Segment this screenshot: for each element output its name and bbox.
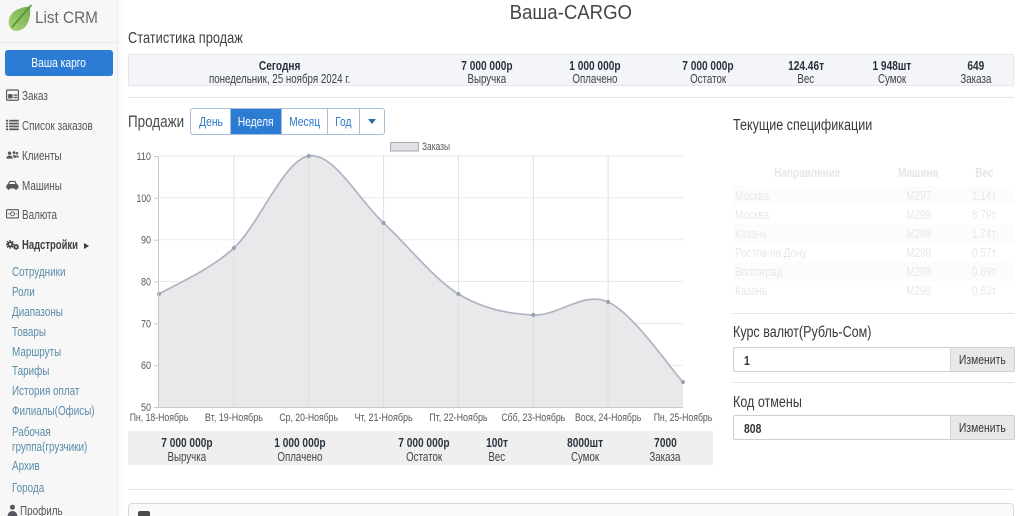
- svg-text:Пн, 18-Ноябрь: Пн, 18-Ноябрь: [130, 412, 189, 424]
- svg-text:Пт, 22-Ноябрь: Пт, 22-Ноябрь: [429, 412, 488, 424]
- svg-text:100: 100: [137, 193, 152, 205]
- svg-text:Пн, 25-Ноябрь: Пн, 25-Ноябрь: [654, 412, 713, 424]
- svg-text:Ср, 20-Ноябрь: Ср, 20-Ноябрь: [279, 412, 338, 424]
- svg-text:60: 60: [141, 360, 151, 372]
- svg-text:Вт, 19-Ноябрь: Вт, 19-Ноябрь: [205, 412, 263, 424]
- svg-text:90: 90: [141, 235, 151, 247]
- svg-text:80: 80: [141, 277, 151, 289]
- svg-text:50: 50: [141, 402, 151, 414]
- svg-text:Чт, 21-Ноябрь: Чт, 21-Ноябрь: [354, 412, 413, 424]
- svg-text:Заказы: Заказы: [422, 141, 450, 153]
- svg-text:Воск, 24-Ноябрь: Воск, 24-Ноябрь: [575, 412, 642, 424]
- svg-text:70: 70: [141, 318, 151, 330]
- svg-text:110: 110: [137, 151, 152, 163]
- svg-text:Сбб, 23-Ноябрь: Сбб, 23-Ноябрь: [501, 412, 565, 424]
